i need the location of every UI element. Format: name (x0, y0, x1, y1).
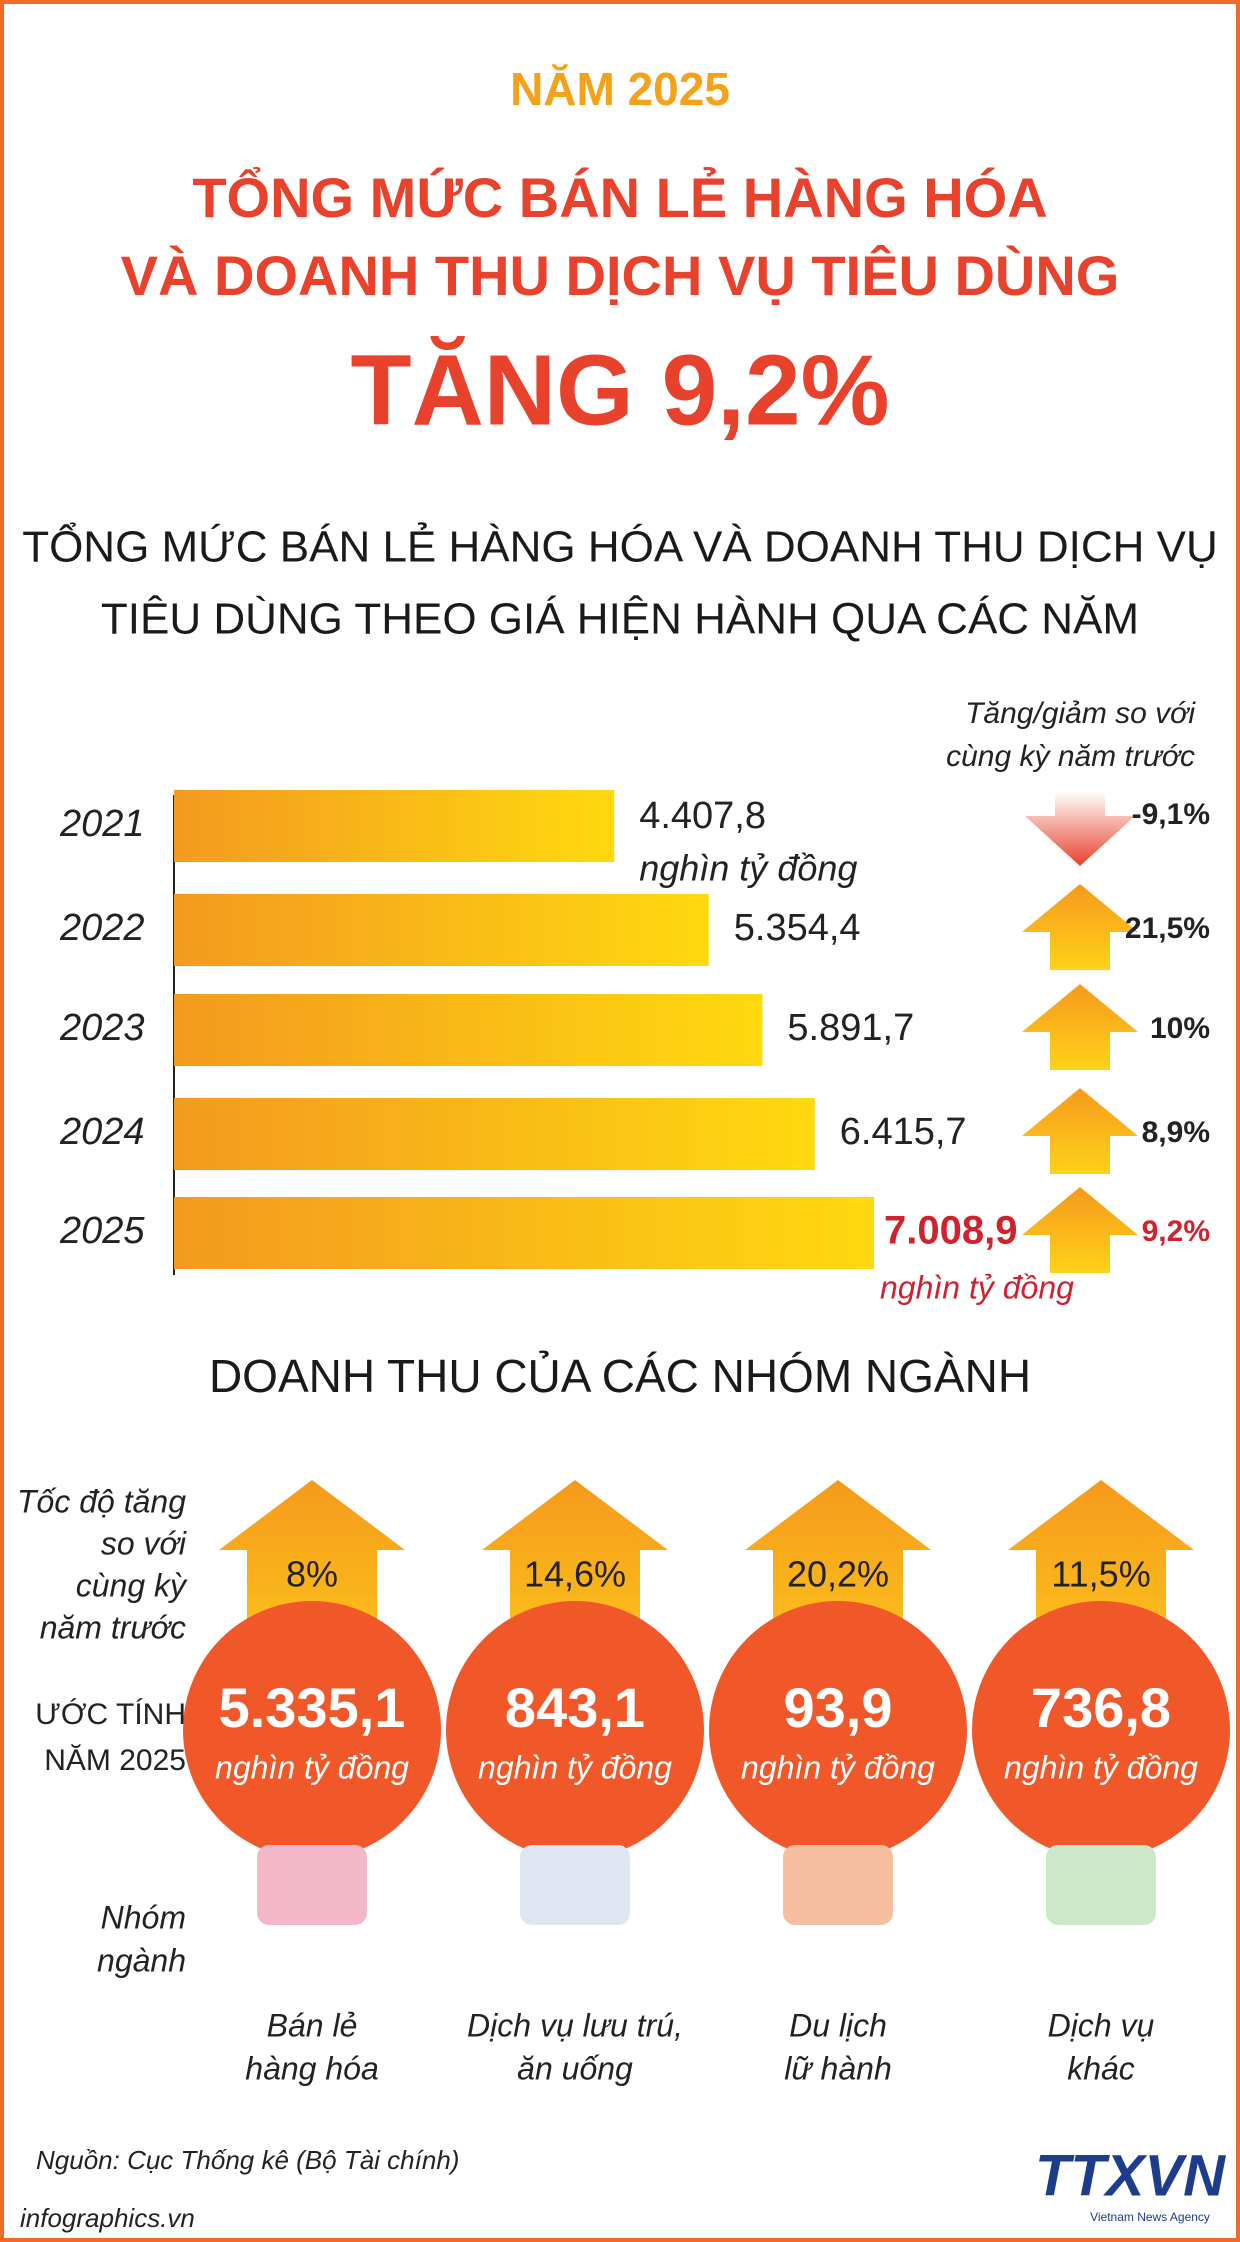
title: VÀ DOANH THU DỊCH VỤ TIÊU DÙNG (121, 244, 1120, 307)
estimate-unit: nghìn tỷ đồng (478, 1749, 672, 1785)
change-arrow (1022, 984, 1138, 1070)
group-name: hàng hóa (245, 2050, 378, 2086)
change-arrow (1025, 791, 1135, 866)
estimate-value: 736,8 (1031, 1676, 1171, 1739)
change-arrow (1022, 1088, 1138, 1174)
logo: TTXVN (1035, 2143, 1226, 2208)
row-label: Nhóm (101, 1899, 186, 1935)
value-label: 6.415,7 (840, 1111, 967, 1153)
growth-label: 8% (286, 1554, 338, 1595)
y-tick-label: 2023 (59, 1007, 145, 1049)
bar (174, 1197, 874, 1269)
y-tick-label: 2024 (59, 1111, 145, 1153)
title: TỔNG MỨC BÁN LẺ HÀNG HÓA (192, 166, 1047, 229)
estimate-unit: nghìn tỷ đồng (215, 1749, 409, 1785)
estimate-value: 843,1 (505, 1676, 645, 1739)
change-label: 10% (1150, 1012, 1210, 1045)
estimate-circle (709, 1601, 967, 1859)
row-label: năm trước (40, 1609, 186, 1645)
groups-title: DOANH THU CỦA CÁC NHÓM NGÀNH (209, 1350, 1031, 1402)
row-label: ngành (97, 1942, 186, 1978)
group-name: Du lịch (789, 2007, 887, 2043)
value-label: 7.008,9 (884, 1209, 1017, 1253)
site: infographics.vn (20, 2203, 195, 2233)
source: Nguồn: Cục Thống kê (Bộ Tài chính) (36, 2145, 459, 2175)
row-label: so với (101, 1525, 187, 1561)
group-icon (257, 1845, 367, 1925)
unit-label: nghìn tỷ đồng (880, 1269, 1074, 1305)
group-name: Dịch vụ lưu trú, (467, 2007, 683, 2043)
growth-label: 11,5% (1051, 1554, 1150, 1595)
y-tick-label: 2022 (59, 907, 145, 949)
change-label: -9,1% (1132, 798, 1210, 831)
group-name: lữ hành (784, 2050, 891, 2086)
bar (174, 994, 763, 1066)
headline: TĂNG 9,2% (350, 334, 889, 446)
growth-label: 20,2% (787, 1554, 889, 1595)
row-label: NĂM 2025 (44, 1744, 186, 1777)
change-label: 9,2% (1142, 1215, 1210, 1248)
estimate-circle (972, 1601, 1230, 1859)
bar (174, 894, 709, 966)
row-label: cùng kỳ (76, 1567, 188, 1603)
y-tick-label: 2021 (59, 803, 145, 845)
group-icon (783, 1845, 893, 1925)
change-title: cùng kỳ năm trước (946, 740, 1195, 773)
bar (174, 790, 615, 862)
estimate-value: 93,9 (784, 1676, 893, 1739)
bar (174, 1098, 815, 1170)
estimate-circle (183, 1601, 441, 1859)
estimate-unit: nghìn tỷ đồng (741, 1749, 935, 1785)
logo-sub: Vietnam News Agency (1090, 2210, 1210, 2224)
group-name: ăn uống (517, 2050, 633, 2086)
change-arrow (1022, 1187, 1138, 1273)
group-name: Dịch vụ (1048, 2007, 1155, 2043)
group-icon (1046, 1845, 1156, 1925)
chart-title: TỔNG MỨC BÁN LẺ HÀNG HÓA VÀ DOANH THU DỊ… (22, 521, 1218, 572)
change-label: 21,5% (1125, 912, 1210, 945)
value-label: 5.891,7 (787, 1007, 914, 1049)
value-label: 5.354,4 (734, 907, 861, 949)
value-label: 4.407,8 (639, 795, 766, 837)
estimate-value: 5.335,1 (219, 1676, 406, 1739)
change-label: 8,9% (1142, 1116, 1210, 1149)
group-icon (520, 1845, 630, 1925)
y-tick-label: 2025 (59, 1210, 145, 1252)
row-label: Tốc độ tăng (17, 1483, 186, 1519)
row-label: ƯỚC TÍNH (35, 1698, 186, 1731)
change-arrow (1022, 884, 1138, 970)
unit-label: nghìn tỷ đồng (639, 848, 857, 889)
growth-label: 14,6% (524, 1554, 626, 1595)
year: NĂM 2025 (510, 63, 730, 115)
group-name: khác (1067, 2050, 1135, 2086)
chart-title: TIÊU DÙNG THEO GIÁ HIỆN HÀNH QUA CÁC NĂM (101, 595, 1139, 644)
change-title: Tăng/giảm so với (965, 697, 1196, 730)
group-name: Bán lẻ (267, 2007, 358, 2043)
estimate-unit: nghìn tỷ đồng (1004, 1749, 1198, 1785)
estimate-circle (446, 1601, 704, 1859)
